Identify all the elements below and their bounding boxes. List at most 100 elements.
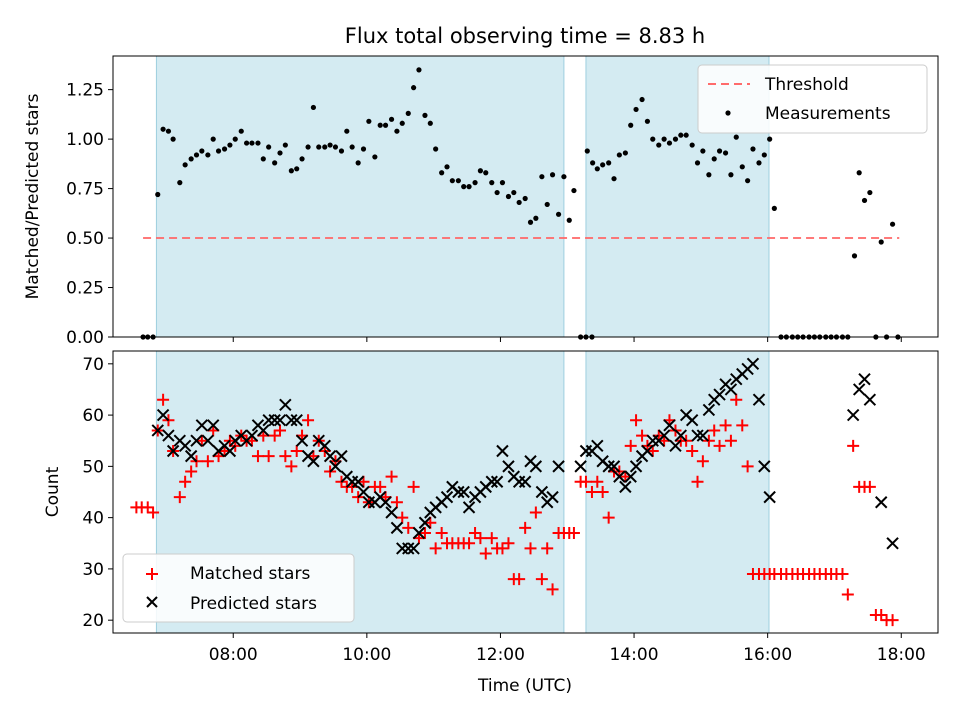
predicted-star-point (184, 449, 198, 463)
measurement-point (628, 122, 634, 128)
predicted-star-point (752, 393, 766, 406)
legend-predicted-label: Predicted stars (190, 594, 317, 614)
measurement-point (177, 180, 183, 186)
measurement-point (461, 184, 467, 190)
matched-star-point (185, 465, 198, 478)
bottom-y-tick-label: 50 (82, 457, 104, 477)
measurement-point (590, 160, 596, 166)
measurement-point (499, 180, 506, 186)
matched-star-point (836, 568, 849, 581)
measurement-point (689, 142, 695, 148)
predicted-star-points (151, 357, 899, 555)
measurement-point (761, 152, 767, 158)
measurement-point (182, 162, 188, 168)
predicted-star-point (496, 444, 509, 458)
matched-star-point (863, 480, 876, 493)
matched-star-point (535, 573, 548, 586)
predicted-star-point (490, 475, 504, 488)
measurement-point (422, 112, 428, 118)
predicted-star-point (746, 357, 760, 371)
measurement-point (767, 136, 773, 142)
measurement-point (272, 160, 278, 166)
predicted-star-point (674, 429, 688, 442)
measurement-point (561, 174, 567, 180)
matched-star-point (147, 506, 160, 519)
measurement-point (861, 197, 868, 204)
legend-measurements-swatch (725, 110, 731, 116)
measurement-point (399, 120, 405, 126)
measurement-point (511, 189, 517, 196)
measurement-point (494, 189, 500, 196)
measurement-point (382, 122, 389, 128)
measurement-point (316, 144, 322, 150)
measurement-point (722, 150, 729, 156)
matched-star-point (385, 470, 398, 483)
legend-matched-label: Matched stars (190, 564, 310, 584)
matched-star-point (541, 542, 554, 555)
predicted-star-point (156, 408, 170, 422)
matched-star-point (624, 439, 637, 452)
legend-measurements-label: Measurements (765, 104, 891, 124)
matched-star-point (374, 480, 387, 493)
measurement-point (867, 189, 873, 196)
matched-star-point (402, 521, 415, 534)
predicted-star-point (257, 424, 270, 437)
measurement-point (360, 146, 367, 152)
top-x-ticks (232, 337, 902, 342)
matched-star-point (529, 506, 542, 519)
measurement-point (215, 148, 222, 154)
predicted-star-point (318, 439, 331, 453)
measurement-point (444, 164, 450, 170)
predicted-star-point (285, 414, 298, 427)
predicted-star-point (702, 403, 716, 417)
predicted-star-point (323, 449, 337, 463)
x-tick-label: 10:00 (342, 645, 391, 665)
matched-star-point (724, 434, 737, 447)
measurement-point (527, 219, 534, 225)
measurement-point (221, 146, 228, 152)
matched-star-point (262, 450, 275, 463)
measurement-point (633, 106, 639, 113)
measurement-point (327, 142, 333, 148)
measurement-point (455, 178, 461, 184)
measurement-point (544, 201, 550, 208)
matched-star-point (886, 614, 899, 627)
predicted-star-point (758, 460, 771, 473)
measurement-point (199, 148, 205, 154)
bottom-y-tick-label: 30 (82, 560, 104, 580)
matched-star-point (585, 486, 598, 498)
measurement-point (472, 180, 478, 186)
measurement-point (539, 174, 545, 180)
matched-star-point (519, 521, 532, 534)
measurement-point (193, 152, 200, 158)
measurement-point (227, 142, 233, 148)
top-observing-intervals (155, 55, 770, 338)
matched-star-point (485, 532, 498, 545)
measurement-point (700, 148, 706, 154)
matched-star-point (630, 414, 643, 427)
measurement-point (489, 180, 495, 186)
predicted-star-point (552, 460, 565, 473)
top-panel: 0.00 0.25 0.50 0.75 1.00 1.25 Matched/Predict… (23, 55, 939, 348)
measurement-point (416, 67, 422, 73)
predicted-star-point (691, 429, 704, 442)
predicted-star-point (591, 439, 604, 453)
measurement-point (666, 140, 673, 146)
predicted-star-point (863, 393, 877, 406)
measurement-point (739, 164, 745, 170)
measurement-point (549, 172, 556, 178)
x-tick-label: 14:00 (610, 645, 659, 665)
measurement-point (449, 178, 455, 184)
predicted-star-point (379, 496, 392, 509)
matched-star-point (841, 588, 854, 601)
measurement-point (170, 136, 176, 142)
measurement-point (155, 191, 161, 198)
legend-matched-swatch (146, 568, 158, 580)
matched-star-point (407, 480, 420, 493)
measurement-point (277, 150, 283, 156)
legend-threshold-label: Threshold (764, 75, 849, 95)
matched-star-point (479, 547, 492, 560)
matched-star-point (502, 537, 515, 550)
matched-star-point (524, 542, 537, 555)
